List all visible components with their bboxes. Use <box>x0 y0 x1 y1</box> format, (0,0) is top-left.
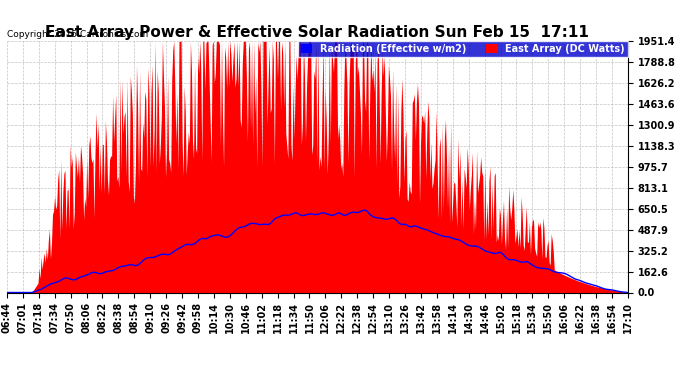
Legend: Radiation (Effective w/m2), East Array (DC Watts): Radiation (Effective w/m2), East Array (… <box>297 41 628 57</box>
Text: Copyright 2015 Cartronics.com: Copyright 2015 Cartronics.com <box>7 30 148 39</box>
Title: East Array Power & Effective Solar Radiation Sun Feb 15  17:11: East Array Power & Effective Solar Radia… <box>46 25 589 40</box>
